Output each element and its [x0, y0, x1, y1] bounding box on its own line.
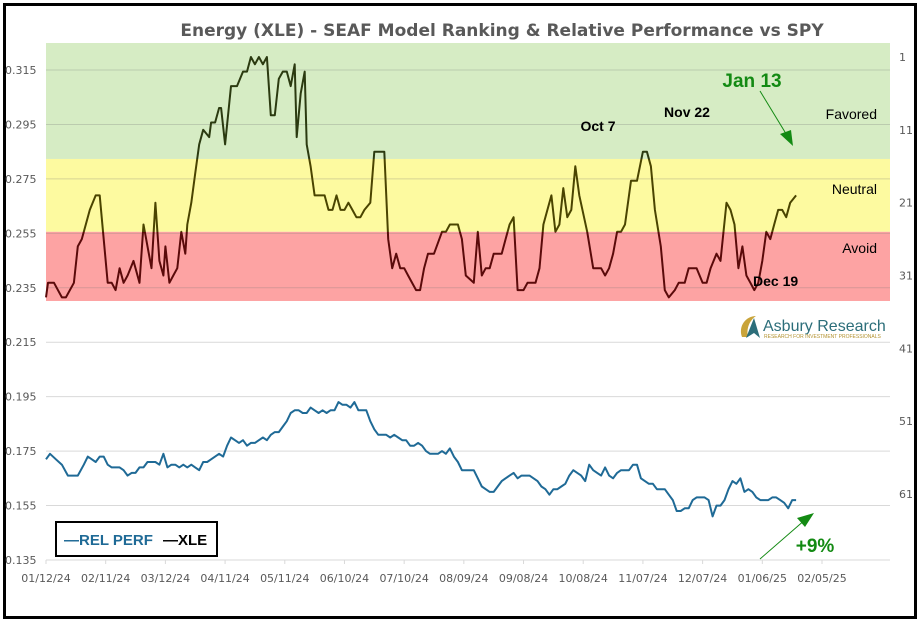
x-tick-label: 05/11/24	[260, 572, 309, 585]
legend: —REL PERF —XLE	[55, 521, 218, 557]
y-right-tick-label: 41	[899, 342, 913, 355]
x-tick-label: 04/11/24	[200, 572, 249, 585]
x-tick-label: 06/10/24	[320, 572, 369, 585]
series	[45, 56, 797, 518]
plus9-arrow	[759, 513, 814, 560]
annotation-oct7: Oct 7	[580, 118, 615, 134]
jan13-arrow-shaft	[759, 90, 789, 138]
logo-mark-icon	[740, 316, 760, 338]
series-line-xle	[45, 56, 797, 299]
annotation-plus9: +9%	[796, 536, 835, 557]
x-tick-label: 01/12/24	[21, 572, 70, 585]
jan13-arrow	[759, 90, 793, 146]
y-right-tick-label: 31	[899, 270, 913, 283]
y-right-tick-label: 11	[899, 124, 913, 137]
x-tick-label: 10/08/24	[559, 572, 608, 585]
zone-neutral	[46, 158, 890, 232]
zones	[46, 43, 890, 301]
x-tick-label: 08/09/24	[439, 572, 488, 585]
left-axis-ticks: 0.315 0.295 0.275 0.255 0.235 0.215 0.195 0.175…	[5, 64, 37, 567]
x-tick-label: 02/05/25	[797, 572, 846, 585]
y-right-tick-label: 51	[899, 415, 913, 428]
y-left-tick-label: 0.135	[5, 554, 37, 567]
y-left-tick-label: 0.235	[5, 282, 37, 295]
jan13-arrow-head	[780, 130, 793, 146]
y-right-tick-label: 1	[899, 51, 906, 64]
y-left-tick-label: 0.155	[5, 500, 37, 513]
zone-favored	[46, 43, 890, 159]
annotation-nov22: Nov 22	[664, 104, 710, 120]
y-left-tick-label: 0.215	[5, 336, 37, 349]
logo-text: Asbury Research	[763, 318, 886, 335]
logo-tagline: RESEARCH FOR INVESTMENT PROFESSIONALS	[764, 334, 882, 340]
annotation-jan13: Jan 13	[722, 71, 781, 92]
plus9-arrow-head	[797, 513, 814, 527]
plus9-arrow-shaft	[759, 518, 807, 560]
x-tick-label: 12/07/24	[678, 572, 727, 585]
zone-label-neutral: Neutral	[832, 181, 877, 197]
chart-title: Energy (XLE) - SEAF Model Ranking & Rela…	[180, 21, 824, 41]
x-tick-label: 02/11/24	[81, 572, 130, 585]
y-left-tick-label: 0.195	[5, 391, 37, 404]
annotation-dec19: Dec 19	[753, 273, 798, 289]
series-line-relperf	[45, 401, 797, 518]
asbury-logo: Asbury Research RESEARCH FOR INVESTMENT …	[740, 316, 886, 340]
zone-label-avoid: Avoid	[842, 240, 877, 256]
zone-avoid	[46, 231, 890, 301]
legend-item-relperf: —REL PERF	[64, 532, 153, 549]
y-right-tick-label: 61	[899, 488, 913, 501]
x-axis: 01/12/24 02/11/24 03/12/24 04/11/24 05/11/24…	[21, 559, 890, 585]
x-tick-label: 07/10/24	[379, 572, 428, 585]
x-tick-label: 11/07/24	[618, 572, 667, 585]
y-left-tick-label: 0.315	[5, 64, 37, 77]
legend-item-xle: —XLE	[163, 532, 207, 549]
zone-label-favored: Favored	[826, 106, 877, 122]
x-tick-label: 09/08/24	[499, 572, 548, 585]
legend-box	[55, 521, 218, 557]
y-left-tick-label: 0.295	[5, 118, 37, 131]
y-left-tick-label: 0.275	[5, 173, 37, 186]
y-left-tick-label: 0.255	[5, 227, 37, 240]
y-left-tick-label: 0.175	[5, 445, 37, 458]
y-right-tick-label: 21	[899, 197, 913, 210]
x-tick-label: 01/06/25	[738, 572, 787, 585]
x-tick-label: 03/12/24	[141, 572, 190, 585]
